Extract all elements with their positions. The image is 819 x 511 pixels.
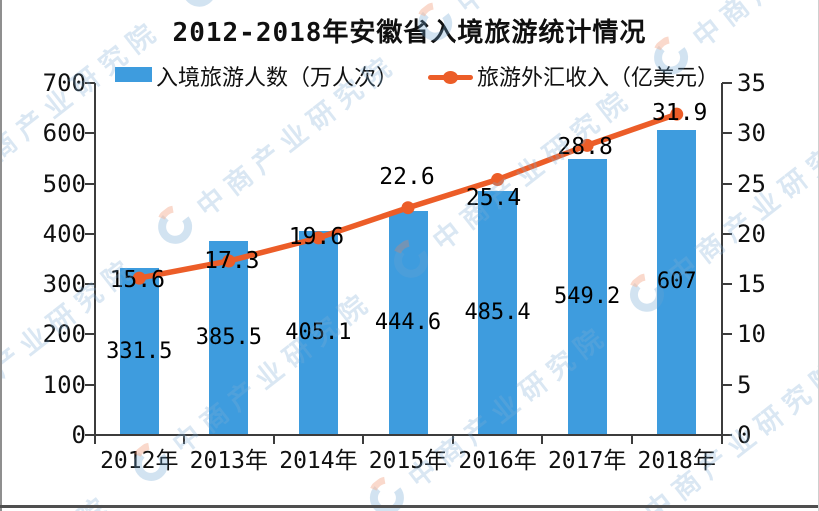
y-axis-right-tick-label: 0 [737, 421, 752, 449]
x-axis-category-label: 2013年 [189, 448, 269, 474]
y-axis-right-tick-label: 35 [737, 69, 766, 97]
y-axis-right-tick [721, 283, 732, 286]
bar-value-label: 485.4 [464, 299, 531, 325]
y-axis-left-tick [84, 132, 95, 135]
x-axis-tick [451, 435, 454, 444]
y-axis-left-tick-label: 700 [42, 69, 86, 97]
legend-line-label: 旅游外汇收入（亿美元） [477, 66, 720, 91]
y-axis-right-tick-label: 10 [737, 320, 766, 349]
x-axis-category-label: 2017年 [547, 448, 627, 474]
y-axis-left-tick [84, 232, 95, 235]
line-value-label: 15.6 [109, 267, 165, 294]
line-value-label: 25.4 [465, 184, 522, 211]
y-axis-left-tick [84, 333, 95, 336]
x-axis-tick [541, 435, 544, 444]
x-axis-category-label: 2016年 [458, 448, 537, 474]
page-left-border [0, 0, 2, 511]
y-axis-right-tick [721, 132, 732, 135]
y-axis-left-tick [84, 383, 95, 386]
legend-bar-swatch-icon [115, 67, 152, 82]
x-axis-tick [630, 435, 633, 444]
bar-value-label: 385.5 [195, 325, 262, 351]
bar-2012年 [119, 268, 159, 435]
y-axis-right-tick [721, 182, 732, 185]
x-axis-tick [93, 435, 96, 444]
line-value-label: 28.8 [557, 134, 613, 161]
y-axis-left-tick-label: 600 [42, 119, 86, 148]
y-axis-left-tick-label: 0 [71, 421, 86, 449]
y-axis-left-tick-label: 400 [42, 219, 86, 248]
y-axis-left-tick [84, 434, 95, 436]
bar-value-label: 607 [656, 269, 697, 295]
line-value-label: 19.6 [288, 223, 345, 250]
bar-value-label: 405.1 [285, 320, 352, 346]
y-axis-left-tick [84, 82, 95, 84]
chart-title: 2012-2018年安徽省入境旅游统计情况 [172, 18, 647, 48]
y-axis-right-tick [721, 434, 732, 436]
bar-value-label: 549.2 [554, 283, 621, 309]
x-axis-tick [183, 435, 186, 444]
x-axis-category-label: 2014年 [279, 448, 358, 474]
y-axis-right-tick-label: 15 [737, 270, 766, 299]
y-axis-right-tick [721, 383, 732, 386]
x-axis-tick [362, 435, 365, 444]
bar-value-label: 331.5 [106, 338, 173, 364]
y-axis-right-tick-label: 5 [737, 370, 752, 399]
line-value-label: 17.3 [204, 248, 260, 274]
y-axis-right-tick [721, 232, 732, 235]
line-value-label: 22.6 [379, 163, 435, 190]
y-axis-right-tick [721, 333, 732, 336]
x-axis-tick [272, 435, 275, 444]
y-axis-left-line [93, 83, 96, 435]
y-axis-left-tick-label: 500 [42, 169, 86, 198]
x-axis-category-label: 2012年 [100, 448, 179, 474]
x-axis-category-label: 2015年 [368, 448, 448, 474]
line-value-label: 31.9 [652, 100, 708, 127]
y-axis-right-tick-label: 25 [737, 169, 766, 198]
x-axis-category-label: 2018年 [637, 448, 716, 474]
bar-value-label: 444.6 [374, 310, 442, 336]
y-axis-left-tick-label: 100 [42, 370, 86, 399]
x-axis-line [93, 434, 723, 436]
y-axis-left-tick [84, 182, 95, 185]
y-axis-right-tick-label: 20 [737, 219, 766, 248]
legend-line-marker-icon [443, 71, 458, 84]
y-axis-left-tick-label: 300 [42, 270, 86, 299]
y-axis-right-line [720, 83, 723, 435]
y-axis-right-tick [721, 82, 732, 84]
x-axis-tick [720, 435, 723, 444]
y-axis-right-tick-label: 30 [737, 119, 766, 148]
legend-bar-label: 入境旅游人数（万人次） [156, 66, 399, 91]
page-bottom-border [0, 505, 819, 508]
y-axis-left-tick-label: 200 [42, 320, 86, 349]
y-axis-left-tick [84, 283, 95, 286]
